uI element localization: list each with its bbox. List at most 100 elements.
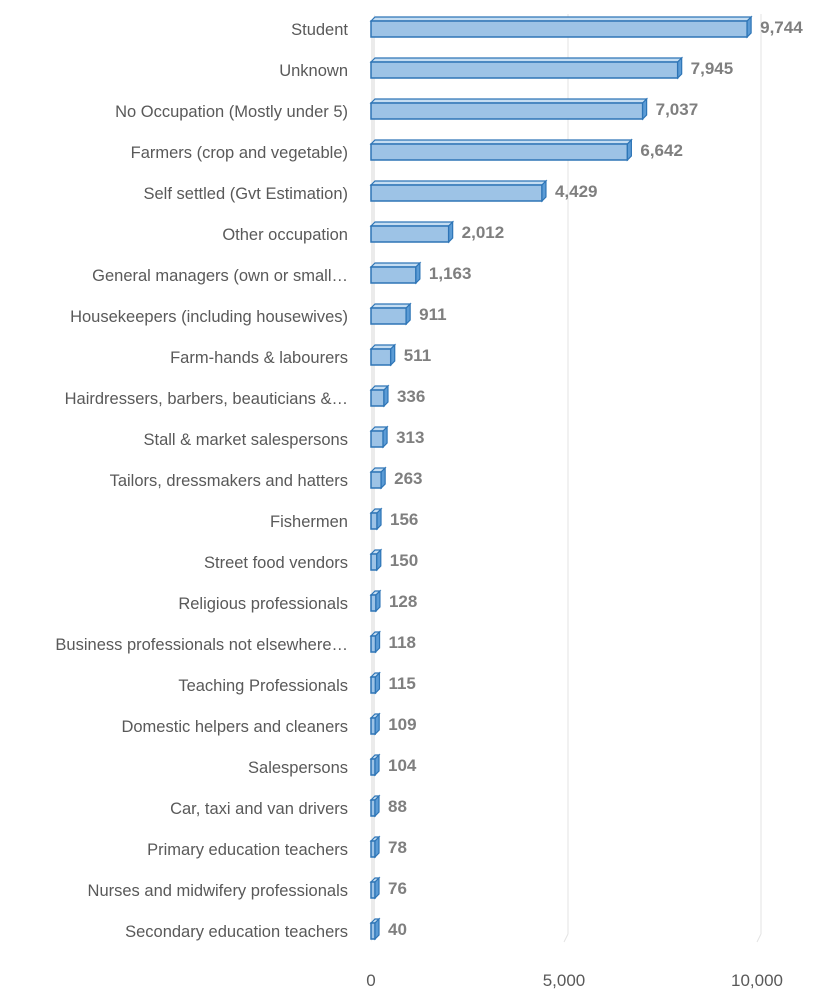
bar-front-face xyxy=(370,266,417,284)
bar-side-face xyxy=(376,507,382,531)
value-label: 156 xyxy=(390,510,418,529)
value-label: 40 xyxy=(388,920,407,939)
category-label: Nurses and midwifery professionals xyxy=(88,882,348,900)
category-label: Hairdressers, barbers, beauticians &… xyxy=(65,390,348,408)
bar-side-face xyxy=(448,220,454,244)
bar xyxy=(369,425,389,449)
x-tick-label: 10,000 xyxy=(731,971,783,990)
bar xyxy=(369,548,383,572)
bar xyxy=(369,917,381,941)
category-label: Primary education teachers xyxy=(147,841,348,859)
value-label: 7,037 xyxy=(656,100,699,119)
value-label: 4,429 xyxy=(555,182,598,201)
category-label: Housekeepers (including housewives) xyxy=(70,308,348,326)
value-label: 128 xyxy=(389,592,417,611)
category-label: Domestic helpers and cleaners xyxy=(121,718,348,736)
bar-front-face xyxy=(370,61,679,79)
bar-side-face xyxy=(374,630,381,654)
bar-side-face xyxy=(374,671,381,695)
bar-side-face xyxy=(380,466,386,490)
value-label: 511 xyxy=(404,346,431,365)
bar-front-face xyxy=(370,676,377,694)
bar xyxy=(369,343,397,367)
bar-side-face xyxy=(746,15,752,39)
value-label: 78 xyxy=(388,838,407,857)
value-label: 1,163 xyxy=(429,264,472,283)
category-label: Religious professionals xyxy=(178,595,348,613)
value-label: 150 xyxy=(390,551,418,570)
category-label: Car, taxi and van drivers xyxy=(170,800,348,818)
bar-front-face xyxy=(370,102,644,120)
bar xyxy=(369,15,753,39)
bar-front-face xyxy=(370,512,378,530)
bar-side-face xyxy=(541,179,547,203)
bar-front-face xyxy=(370,225,450,243)
bar-side-face xyxy=(374,712,380,736)
bar-side-face xyxy=(415,261,421,285)
value-label: 6,642 xyxy=(640,141,683,160)
category-label: Student xyxy=(291,21,348,39)
bar xyxy=(369,302,412,326)
bar-side-face xyxy=(374,794,380,818)
category-label: Farmers (crop and vegetable) xyxy=(131,144,348,162)
bar xyxy=(369,56,684,80)
category-label: Self settled (Gvt Estimation) xyxy=(144,185,349,203)
bar-side-face xyxy=(374,835,380,859)
value-label: 115 xyxy=(388,674,415,693)
category-label: Unknown xyxy=(279,62,348,80)
value-label: 76 xyxy=(388,879,407,898)
category-label: Other occupation xyxy=(222,226,348,244)
bar-side-face xyxy=(677,56,683,80)
bar-side-face xyxy=(374,753,380,777)
bar xyxy=(369,753,381,777)
bar xyxy=(369,794,381,818)
bar xyxy=(369,671,381,695)
category-label: Street food vendors xyxy=(204,554,348,572)
bar-front-face xyxy=(370,389,385,407)
value-label: 911 xyxy=(419,305,446,324)
bar-side-face xyxy=(374,876,380,900)
value-label: 104 xyxy=(388,756,417,775)
value-label: 313 xyxy=(396,428,424,447)
bar-front-face xyxy=(370,635,377,653)
value-label: 109 xyxy=(388,715,416,734)
category-label: Teaching Professionals xyxy=(178,677,348,695)
bar xyxy=(369,179,548,203)
category-label: Secondary education teachers xyxy=(125,923,348,941)
bar xyxy=(369,97,649,121)
category-label: Fishermen xyxy=(270,513,348,531)
bar xyxy=(369,589,382,613)
bar xyxy=(369,835,381,859)
bar-front-face xyxy=(370,348,392,366)
bar-front-face xyxy=(370,143,629,161)
category-label: Salespersons xyxy=(248,759,348,777)
value-label: 336 xyxy=(397,387,425,406)
gridlines xyxy=(563,14,762,943)
x-tick-label: 0 xyxy=(366,971,375,990)
bar-front-face xyxy=(370,553,378,571)
bar-side-face xyxy=(374,917,380,941)
bar-side-face xyxy=(626,138,632,162)
bar-side-face xyxy=(383,384,389,408)
bar-front-face xyxy=(370,717,376,735)
bar-side-face xyxy=(375,589,381,613)
bar-front-face xyxy=(370,430,384,448)
bar-front-face xyxy=(370,184,543,202)
x-axis-tick-labels: 0 5,000 10,000 xyxy=(366,971,783,990)
value-label: 7,945 xyxy=(691,59,734,78)
category-label: Farm-hands & labourers xyxy=(170,349,348,367)
bar xyxy=(369,876,381,900)
bar xyxy=(369,630,382,654)
bar-side-face xyxy=(390,343,396,367)
value-label: 9,744 xyxy=(760,18,803,37)
bar-front-face xyxy=(370,20,748,38)
bar-front-face xyxy=(370,307,407,325)
bar xyxy=(369,507,383,531)
bar xyxy=(369,220,455,244)
bars xyxy=(369,15,753,941)
category-label: Tailors, dressmakers and hatters xyxy=(110,472,348,490)
bar-side-face xyxy=(376,548,382,572)
value-labels: 9,744 7,945 7,037 6,642 4,429 2,012 1,163 911 51… xyxy=(388,18,803,939)
value-label: 2,012 xyxy=(462,223,505,242)
